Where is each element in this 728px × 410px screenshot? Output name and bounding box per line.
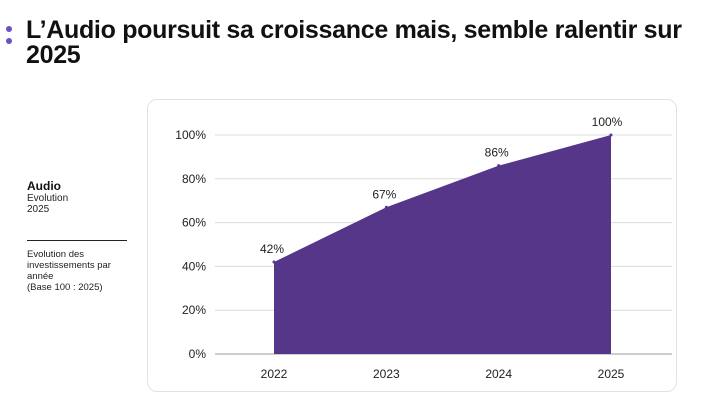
y-tick-label: 0% [189,347,207,361]
data-point [384,205,388,209]
sidebar-description: Evolution des investissements par année … [27,249,131,293]
sidebar-divider [27,240,127,241]
y-tick-label: 100% [175,128,206,142]
y-tick-label: 40% [182,259,206,273]
title-bullet-icon [6,26,12,48]
data-point [272,260,276,264]
x-tick-label: 2023 [373,367,400,381]
sidebar-description-line: (Base 100 : 2025) [27,282,103,293]
sidebar-subtitle-line: 2025 [27,204,50,215]
sidebar-description-line: Evolution des [27,249,85,260]
data-label: 86% [485,146,509,160]
x-tick-label: 2022 [261,367,288,381]
x-tick-label: 2024 [485,367,512,381]
y-tick-label: 80% [182,172,206,186]
area-series [274,135,611,354]
sidebar-description-line: année [27,271,54,282]
x-tick-label: 2025 [598,367,625,381]
data-label: 42% [260,242,284,256]
y-tick-label: 60% [182,216,206,230]
data-point [609,133,613,137]
sidebar-description-line: investissements par [27,260,111,271]
sidebar-title: Audio [27,179,61,193]
data-label: 67% [372,187,396,201]
data-label: 100% [592,115,623,129]
page-title: L’Audio poursuit sa croissance mais, sem… [26,16,682,69]
data-point [497,164,501,168]
y-tick-label: 20% [182,303,206,317]
sidebar-subtitle-line: Evolution [27,193,69,204]
chart-sidebar: Audio Evolution 2025 [27,179,129,216]
